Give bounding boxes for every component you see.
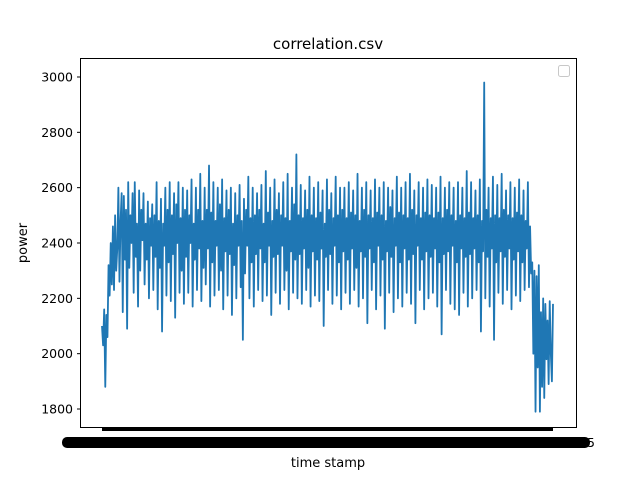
y-tick-label: 2600: [41, 180, 73, 195]
y-tick-label: 2400: [41, 236, 73, 251]
y-tick-label: 2000: [41, 346, 73, 361]
series-line: [101, 81, 554, 413]
y-tick-label: 1800: [41, 402, 73, 417]
x-tick-marks: [102, 427, 553, 431]
x-axis: 5: [62, 427, 595, 450]
y-axis-title: power: [16, 222, 31, 263]
x-axis-title: time stamp: [291, 456, 365, 471]
chart-title: correlation.csv: [273, 35, 383, 53]
x-tick-labels-overlapping: [62, 437, 590, 448]
x-tick-label-tail: 5: [587, 435, 595, 450]
y-axis: 1800 2000 2200 2400 2600 2800 3000: [41, 69, 81, 417]
y-tick-label: 2200: [41, 291, 73, 306]
y-tick-label: 2800: [41, 125, 73, 140]
legend-box: [558, 65, 570, 77]
y-tick-label: 3000: [41, 69, 73, 84]
